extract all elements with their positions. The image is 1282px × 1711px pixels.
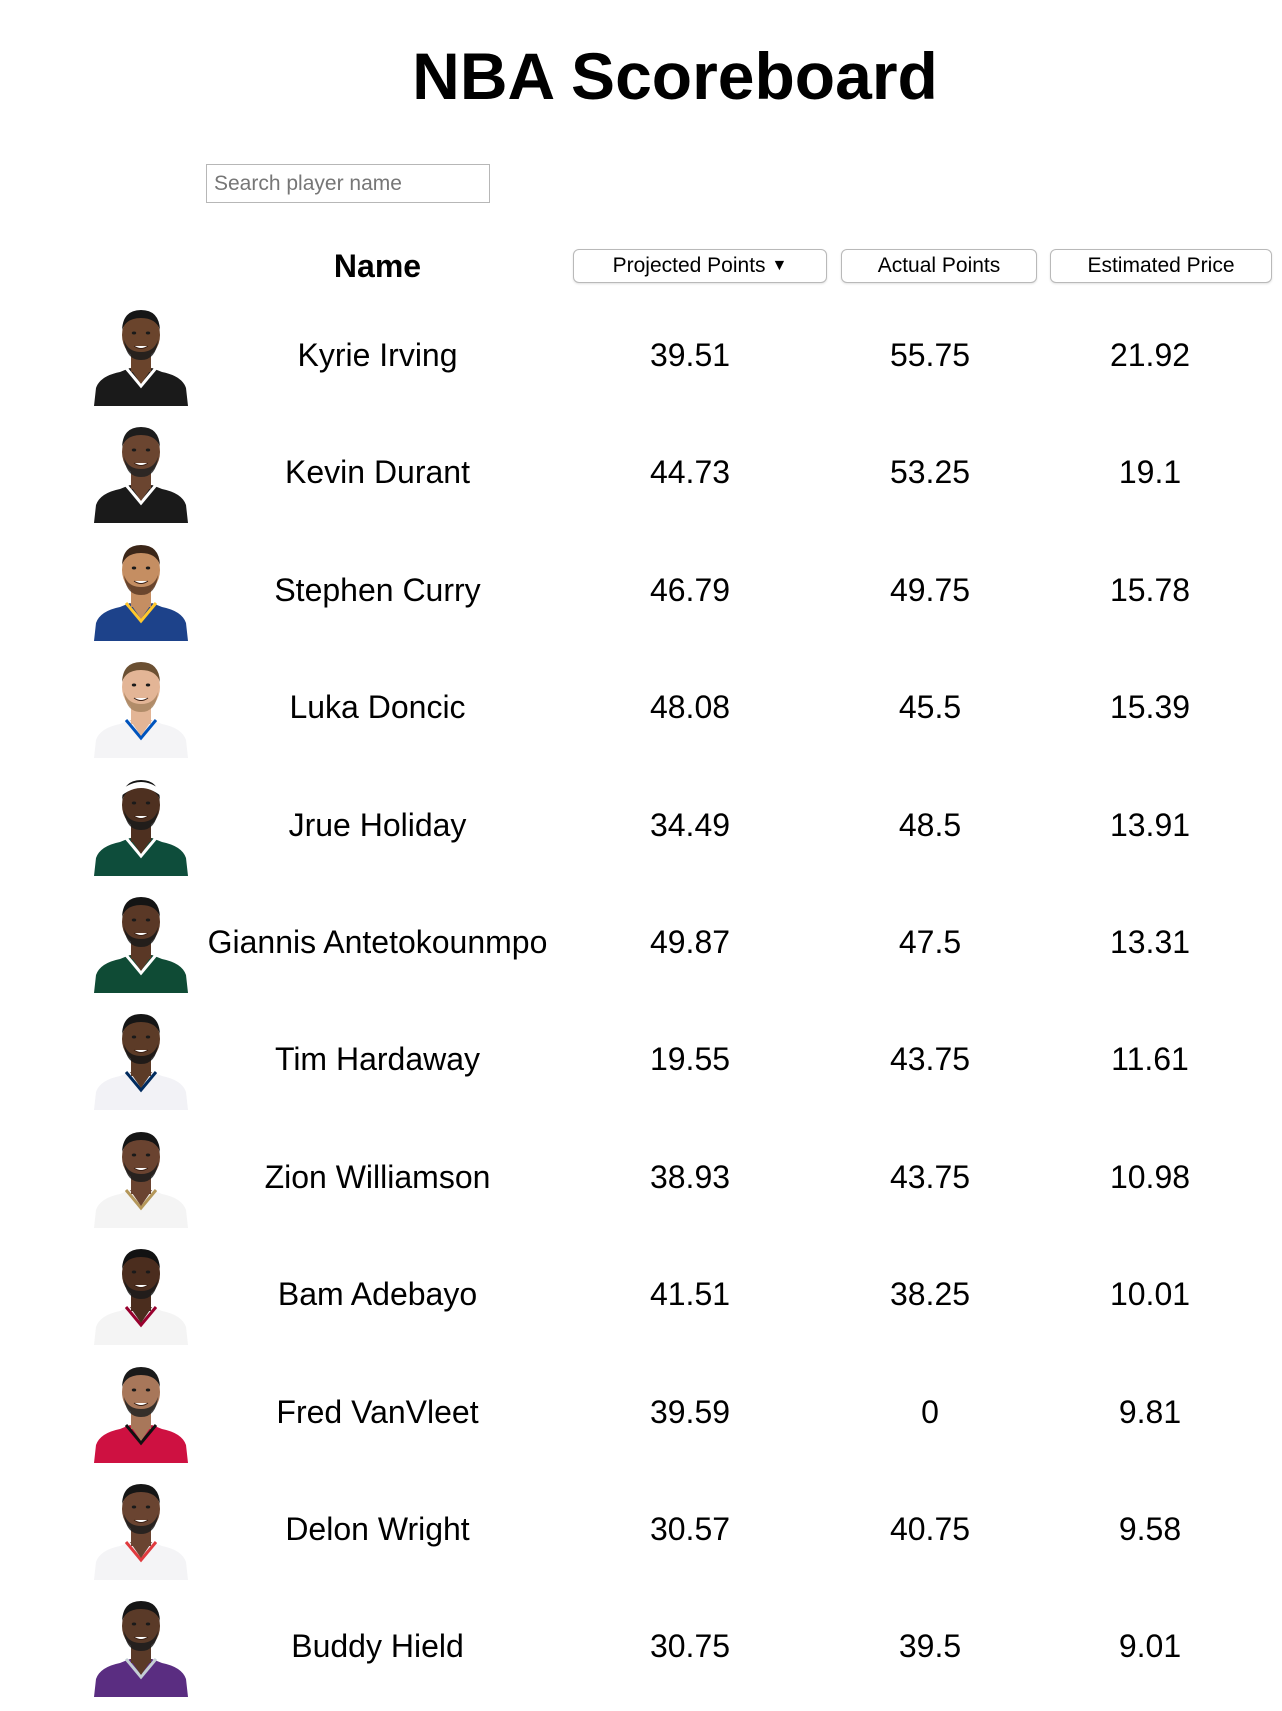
actual-points: 55.75 [889, 337, 971, 373]
player-avatar [90, 1243, 192, 1345]
projected-points: 19.55 [649, 1041, 731, 1077]
projected-points: 39.59 [649, 1394, 731, 1430]
player-name: Kyrie Irving [297, 337, 458, 373]
projected-points: 34.49 [649, 807, 731, 843]
table-row: Buddy Hield 30.75 39.5 9.01 [0, 1595, 1282, 1711]
player-name: Jrue Holiday [288, 807, 467, 843]
estimated-price: 9.58 [1118, 1511, 1182, 1547]
table-row: Jrue Holiday 34.49 48.5 13.91 [0, 774, 1282, 890]
player-avatar [90, 656, 192, 758]
player-name: Fred VanVleet [276, 1394, 479, 1430]
column-header-name: Name [333, 248, 422, 284]
actual-points: 53.25 [889, 454, 971, 490]
table-row: Tim Hardaway 19.55 43.75 11.61 [0, 1008, 1282, 1124]
player-avatar [90, 304, 192, 406]
table-row: Delon Wright 30.57 40.75 9.58 [0, 1478, 1282, 1594]
projected-points: 38.93 [649, 1159, 731, 1195]
table-row: Fred VanVleet 39.59 0 9.81 [0, 1361, 1282, 1477]
estimated-price: 10.01 [1109, 1276, 1191, 1312]
actual-points: 39.5 [898, 1628, 962, 1664]
estimated-price: 15.39 [1109, 689, 1191, 725]
page-title: NBA Scoreboard [412, 39, 938, 113]
player-avatar [90, 1126, 192, 1228]
actual-points: 0 [921, 1394, 939, 1430]
player-name: Kevin Durant [285, 454, 470, 490]
actual-points: 38.25 [889, 1276, 971, 1312]
sort-projected-points-label: Projected Points [612, 254, 766, 277]
estimated-price: 13.31 [1109, 924, 1191, 960]
sort-estimated-price-label: Estimated Price [1087, 254, 1235, 277]
table-row: Zion Williamson 38.93 43.75 10.98 [0, 1126, 1282, 1242]
player-name: Bam Adebayo [277, 1276, 478, 1312]
player-name: Delon Wright [285, 1511, 470, 1547]
player-name: Stephen Curry [274, 572, 481, 608]
sort-actual-points-button[interactable]: Actual Points [841, 249, 1037, 283]
player-avatar [90, 421, 192, 523]
estimated-price: 13.91 [1109, 807, 1191, 843]
sort-actual-points-label: Actual Points [877, 254, 1001, 277]
player-avatar [90, 1008, 192, 1110]
sort-projected-points-button[interactable]: Projected Points ▼ [573, 249, 827, 283]
player-avatar [90, 1478, 192, 1580]
actual-points: 43.75 [889, 1041, 971, 1077]
table-row: Kevin Durant 44.73 53.25 19.1 [0, 421, 1282, 537]
actual-points: 40.75 [889, 1511, 971, 1547]
player-name: Tim Hardaway [274, 1041, 481, 1077]
player-name: Giannis Antetokounmpo [207, 924, 548, 960]
estimated-price: 10.98 [1109, 1159, 1191, 1195]
player-avatar [90, 539, 192, 641]
projected-points: 41.51 [649, 1276, 731, 1312]
player-name: Luka Doncic [289, 689, 466, 725]
estimated-price: 11.61 [1111, 1041, 1189, 1077]
player-avatar [90, 891, 192, 993]
actual-points: 45.5 [898, 689, 962, 725]
player-avatar [90, 1595, 192, 1697]
player-avatar [90, 774, 192, 876]
estimated-price: 19.1 [1118, 454, 1182, 490]
actual-points: 43.75 [889, 1159, 971, 1195]
sort-descending-icon: ▼ [771, 257, 788, 274]
estimated-price: 15.78 [1109, 572, 1191, 608]
table-row: Luka Doncic 48.08 45.5 15.39 [0, 656, 1282, 772]
player-name: Zion Williamson [264, 1159, 491, 1195]
search-input[interactable] [206, 164, 490, 203]
player-avatar [90, 1361, 192, 1463]
estimated-price: 21.92 [1109, 337, 1191, 373]
projected-points: 39.51 [649, 337, 731, 373]
table-row: Stephen Curry 46.79 49.75 15.78 [0, 539, 1282, 655]
table-row: Bam Adebayo 41.51 38.25 10.01 [0, 1243, 1282, 1359]
projected-points: 44.73 [649, 454, 731, 490]
estimated-price: 9.81 [1118, 1394, 1182, 1430]
projected-points: 30.57 [649, 1511, 731, 1547]
actual-points: 49.75 [889, 572, 971, 608]
sort-estimated-price-button[interactable]: Estimated Price [1050, 249, 1272, 283]
projected-points: 48.08 [649, 689, 731, 725]
table-row: Giannis Antetokounmpo 49.87 47.5 13.31 [0, 891, 1282, 1007]
projected-points: 49.87 [649, 924, 731, 960]
actual-points: 47.5 [898, 924, 962, 960]
actual-points: 48.5 [898, 807, 962, 843]
estimated-price: 9.01 [1118, 1628, 1182, 1664]
projected-points: 30.75 [649, 1628, 731, 1664]
table-row: Kyrie Irving 39.51 55.75 21.92 [0, 304, 1282, 420]
player-name: Buddy Hield [291, 1628, 464, 1664]
projected-points: 46.79 [649, 572, 731, 608]
